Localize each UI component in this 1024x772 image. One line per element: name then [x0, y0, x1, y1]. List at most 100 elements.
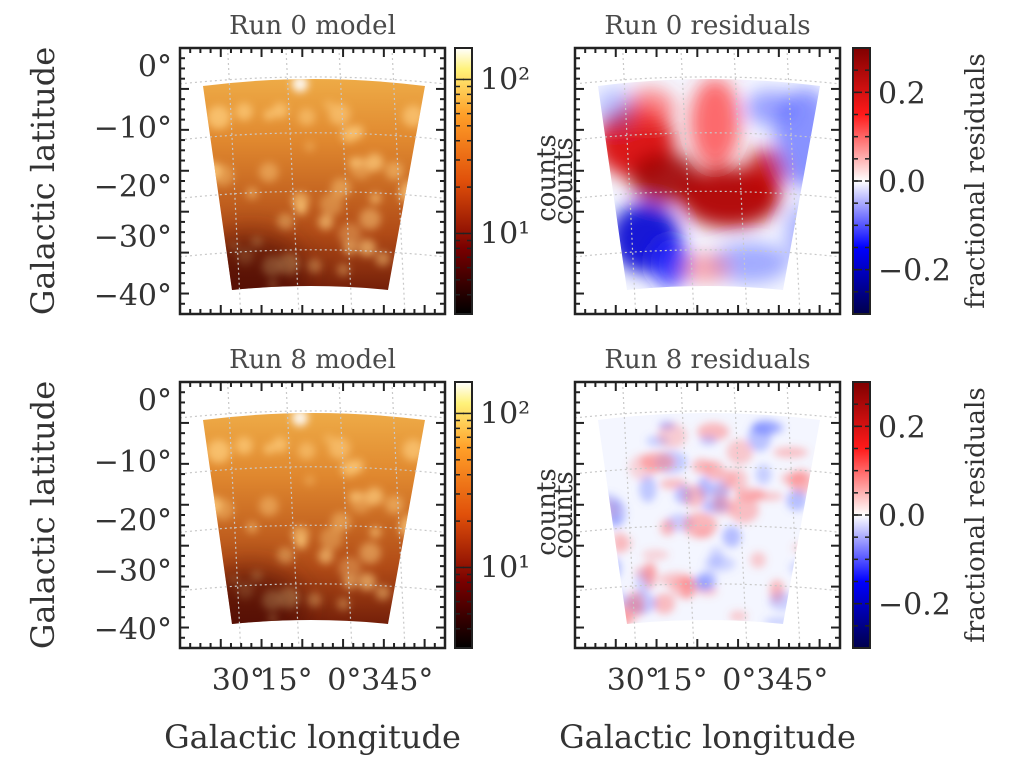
map-image [203, 79, 425, 290]
parallel [179, 190, 446, 199]
y-axis-label: Galactic latitude [24, 47, 62, 315]
graticule [574, 381, 841, 649]
shade [203, 567, 305, 624]
residual-blob [786, 489, 808, 512]
counts-label: counts [532, 468, 562, 556]
frame-ticks [180, 382, 445, 648]
residual-blob [745, 90, 795, 126]
meridian [733, 381, 748, 649]
y-tick-label: −20° [94, 503, 172, 538]
y-tick-label: −20° [94, 169, 172, 204]
y-tick-label: −40° [94, 278, 172, 313]
x-tick-label: 0° [722, 663, 756, 698]
source-blob [358, 572, 376, 591]
residual-blob [669, 576, 700, 599]
x-axis-label: Galactic longitude [164, 718, 461, 756]
x-tick-label: 345° [361, 663, 433, 698]
parallel [574, 132, 841, 141]
source-blob [323, 100, 334, 110]
source-blob [399, 180, 419, 200]
parallel [179, 524, 446, 533]
map-image [203, 413, 425, 624]
residual-blob [747, 424, 772, 452]
source-blob [272, 436, 288, 453]
parallel [179, 410, 446, 419]
graticule [179, 47, 446, 315]
source-blob [263, 109, 275, 121]
colorbar-ticks [455, 78, 472, 296]
residual-blob [726, 439, 754, 465]
meridian [786, 47, 801, 315]
source-blob [306, 258, 322, 274]
panel-2: Run 8 model 0° −10° −20° −30° −40° Galactic la… [24, 345, 579, 756]
residual-blob [608, 609, 634, 624]
source-blob [291, 192, 310, 210]
y-tick-label: −10° [94, 445, 172, 480]
residual-blob [710, 243, 790, 283]
colorbar-ticks [455, 412, 472, 630]
panel-title: Run 0 model [229, 11, 396, 41]
parallel [574, 466, 841, 475]
colorbar-ticks [853, 381, 870, 649]
source-blob [276, 547, 294, 565]
source-blob [369, 526, 382, 539]
source-blob [304, 141, 315, 152]
meridian [227, 381, 242, 649]
panel-1: Run 0 residuals 0.2 0.0 −0.2 fractional resi… [532, 11, 991, 316]
residual-blob [729, 610, 748, 622]
parallel [179, 466, 446, 475]
source-blob [276, 213, 294, 231]
source-blob [348, 491, 358, 501]
residual-blob [789, 560, 808, 575]
parallel [179, 583, 446, 592]
source-blob [263, 443, 275, 455]
source-blob [358, 238, 376, 257]
colorbar-tick-label: 0.0 [878, 165, 926, 200]
source-blob [304, 475, 315, 486]
frame-ticks [575, 382, 840, 648]
meridian [733, 47, 748, 315]
source-blob [246, 187, 258, 200]
y-tick-label: 0° [138, 384, 172, 419]
x-tick-label: 30° [607, 663, 660, 698]
source-blob [297, 442, 316, 460]
shade-blob [203, 567, 305, 624]
meridian [680, 47, 695, 315]
colorbar [454, 381, 473, 649]
residual-blob [609, 500, 627, 527]
residual-blob [745, 148, 785, 198]
bright-source [292, 413, 308, 426]
residual-blob [614, 535, 634, 552]
meridian [622, 47, 637, 315]
parallel [574, 249, 841, 258]
source-blob [375, 585, 391, 601]
colorbar-tick-label: 10¹ [480, 216, 530, 251]
meridian [338, 381, 353, 649]
residual-blob [697, 570, 717, 591]
residual-blob [722, 526, 742, 548]
graticule [179, 381, 446, 649]
residual-blob [755, 464, 772, 485]
residual-blob [704, 556, 736, 572]
source-blob [402, 105, 425, 127]
residual-blob [640, 452, 675, 473]
panel-title: Run 0 residuals [604, 11, 810, 41]
meridian [285, 47, 300, 315]
x-tick-label: 345° [756, 663, 828, 698]
parallel [179, 132, 446, 141]
residual-blob [625, 88, 675, 128]
y-tick-label: −30° [94, 554, 172, 589]
residual-blob [639, 475, 657, 503]
source-blob [336, 263, 350, 277]
source-blob [203, 495, 222, 514]
shade-blob [203, 233, 305, 290]
source-blob [399, 514, 419, 534]
residual-blob [750, 551, 767, 569]
source-blob [259, 162, 279, 183]
residual-blob [728, 496, 759, 524]
residual-field [598, 79, 820, 288]
parallel [574, 76, 841, 85]
residual-blob [643, 561, 657, 589]
colorbar-tick-label: −0.2 [878, 588, 951, 623]
